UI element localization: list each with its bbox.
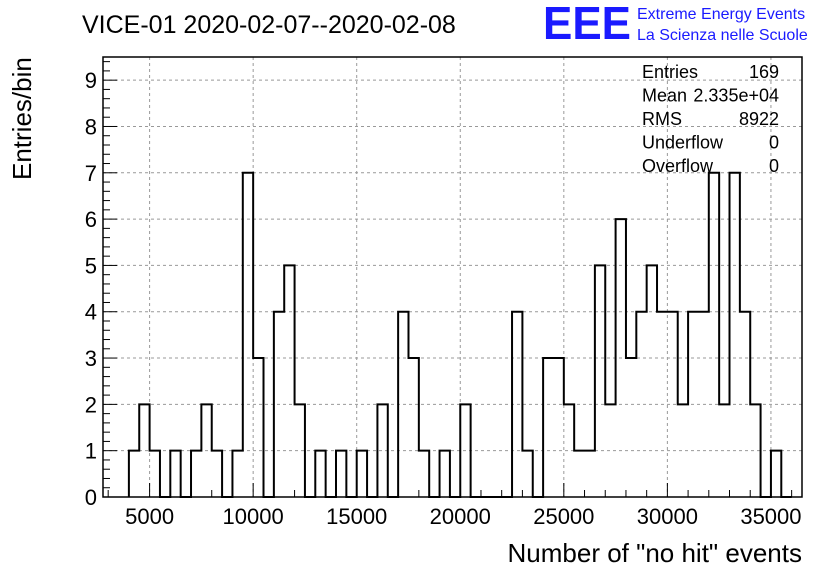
stats-label: Underflow [642, 133, 724, 153]
x-tick-label: 5000 [125, 504, 174, 529]
histogram-bar [129, 451, 139, 497]
y-tick-label: 8 [85, 114, 97, 139]
histogram-bar [253, 358, 263, 497]
y-tick-label: 2 [85, 392, 97, 417]
histogram-bar [522, 451, 532, 497]
histogram-bins [129, 173, 781, 497]
y-tick-label: 6 [85, 207, 97, 232]
histogram-bar [336, 451, 346, 497]
y-tick-label: 9 [85, 68, 97, 93]
stats-value: 0 [769, 133, 779, 153]
y-tick-label: 5 [85, 253, 97, 278]
x-tick-label: 35000 [740, 504, 801, 529]
plot-frame [102, 56, 803, 498]
eee-logo-line1: Extreme Energy Events [637, 6, 805, 23]
y-tick-label: 3 [85, 346, 97, 371]
x-tick-label: 20000 [430, 504, 491, 529]
histogram-bar [191, 451, 201, 497]
stats-value: 169 [749, 62, 779, 82]
stats-value: 2.335e+04 [693, 86, 779, 106]
stats-label: Mean [642, 86, 687, 106]
histogram-bar [419, 451, 429, 497]
stats-value: 8922 [739, 109, 779, 129]
y-axis-label: Entries/bin [7, 57, 37, 180]
eee-logo-letters: EEE [543, 0, 631, 49]
y-tick-label: 0 [85, 485, 97, 510]
eee-logo: EEE Extreme Energy Events La Scienza nel… [543, 0, 808, 49]
x-tick-label: 10000 [223, 504, 284, 529]
histogram-bar [243, 173, 253, 497]
histogram-outline [127, 171, 792, 498]
x-tick-label: 25000 [533, 504, 594, 529]
stats-value: 0 [769, 156, 779, 176]
x-axis-label: Number of "no hit" events [508, 538, 803, 568]
histogram-bar [647, 265, 657, 497]
histogram-bar [315, 451, 325, 497]
y-tick-label: 4 [85, 300, 97, 325]
histogram-bar [585, 451, 595, 497]
histogram-bar [357, 451, 367, 497]
grid [103, 57, 802, 497]
histogram-bar [170, 451, 180, 497]
eee-logo-line2: La Scienza nelle Scuole [637, 27, 808, 44]
stats-label: RMS [642, 109, 682, 129]
histogram-bar [408, 358, 418, 497]
tick-labels: 5000 10000 15000 20000 25000 30000 35000 0 1 2 3 4 5… [85, 68, 802, 529]
histogram-bar [771, 451, 781, 497]
stats-label: Overflow [642, 156, 714, 176]
y-tick-label: 7 [85, 161, 97, 186]
histogram-bar [232, 451, 242, 497]
histogram-bar [626, 358, 636, 497]
histogram-bar [595, 265, 605, 497]
stats-label: Entries [642, 62, 698, 82]
x-tick-label: 30000 [637, 504, 698, 529]
x-tick-label: 15000 [326, 504, 387, 529]
stats-box: Entries 169 Mean 2.335e+04 RMS 8922 Underflow 0… [642, 62, 779, 176]
y-tick-label: 1 [85, 439, 97, 464]
histogram-bar [212, 451, 222, 497]
chart-title: VICE-01 2020-02-07--2020-02-08 [82, 11, 456, 39]
histogram-bar [574, 451, 584, 497]
histogram-bar [709, 173, 719, 497]
histogram-bar [284, 265, 294, 497]
histogram-bar [543, 358, 553, 497]
histogram-bar [150, 451, 160, 497]
histogram-bar [440, 451, 450, 497]
axis-ticks [103, 61, 793, 498]
histogram-bar [553, 358, 563, 497]
histogram-bar [730, 173, 740, 497]
